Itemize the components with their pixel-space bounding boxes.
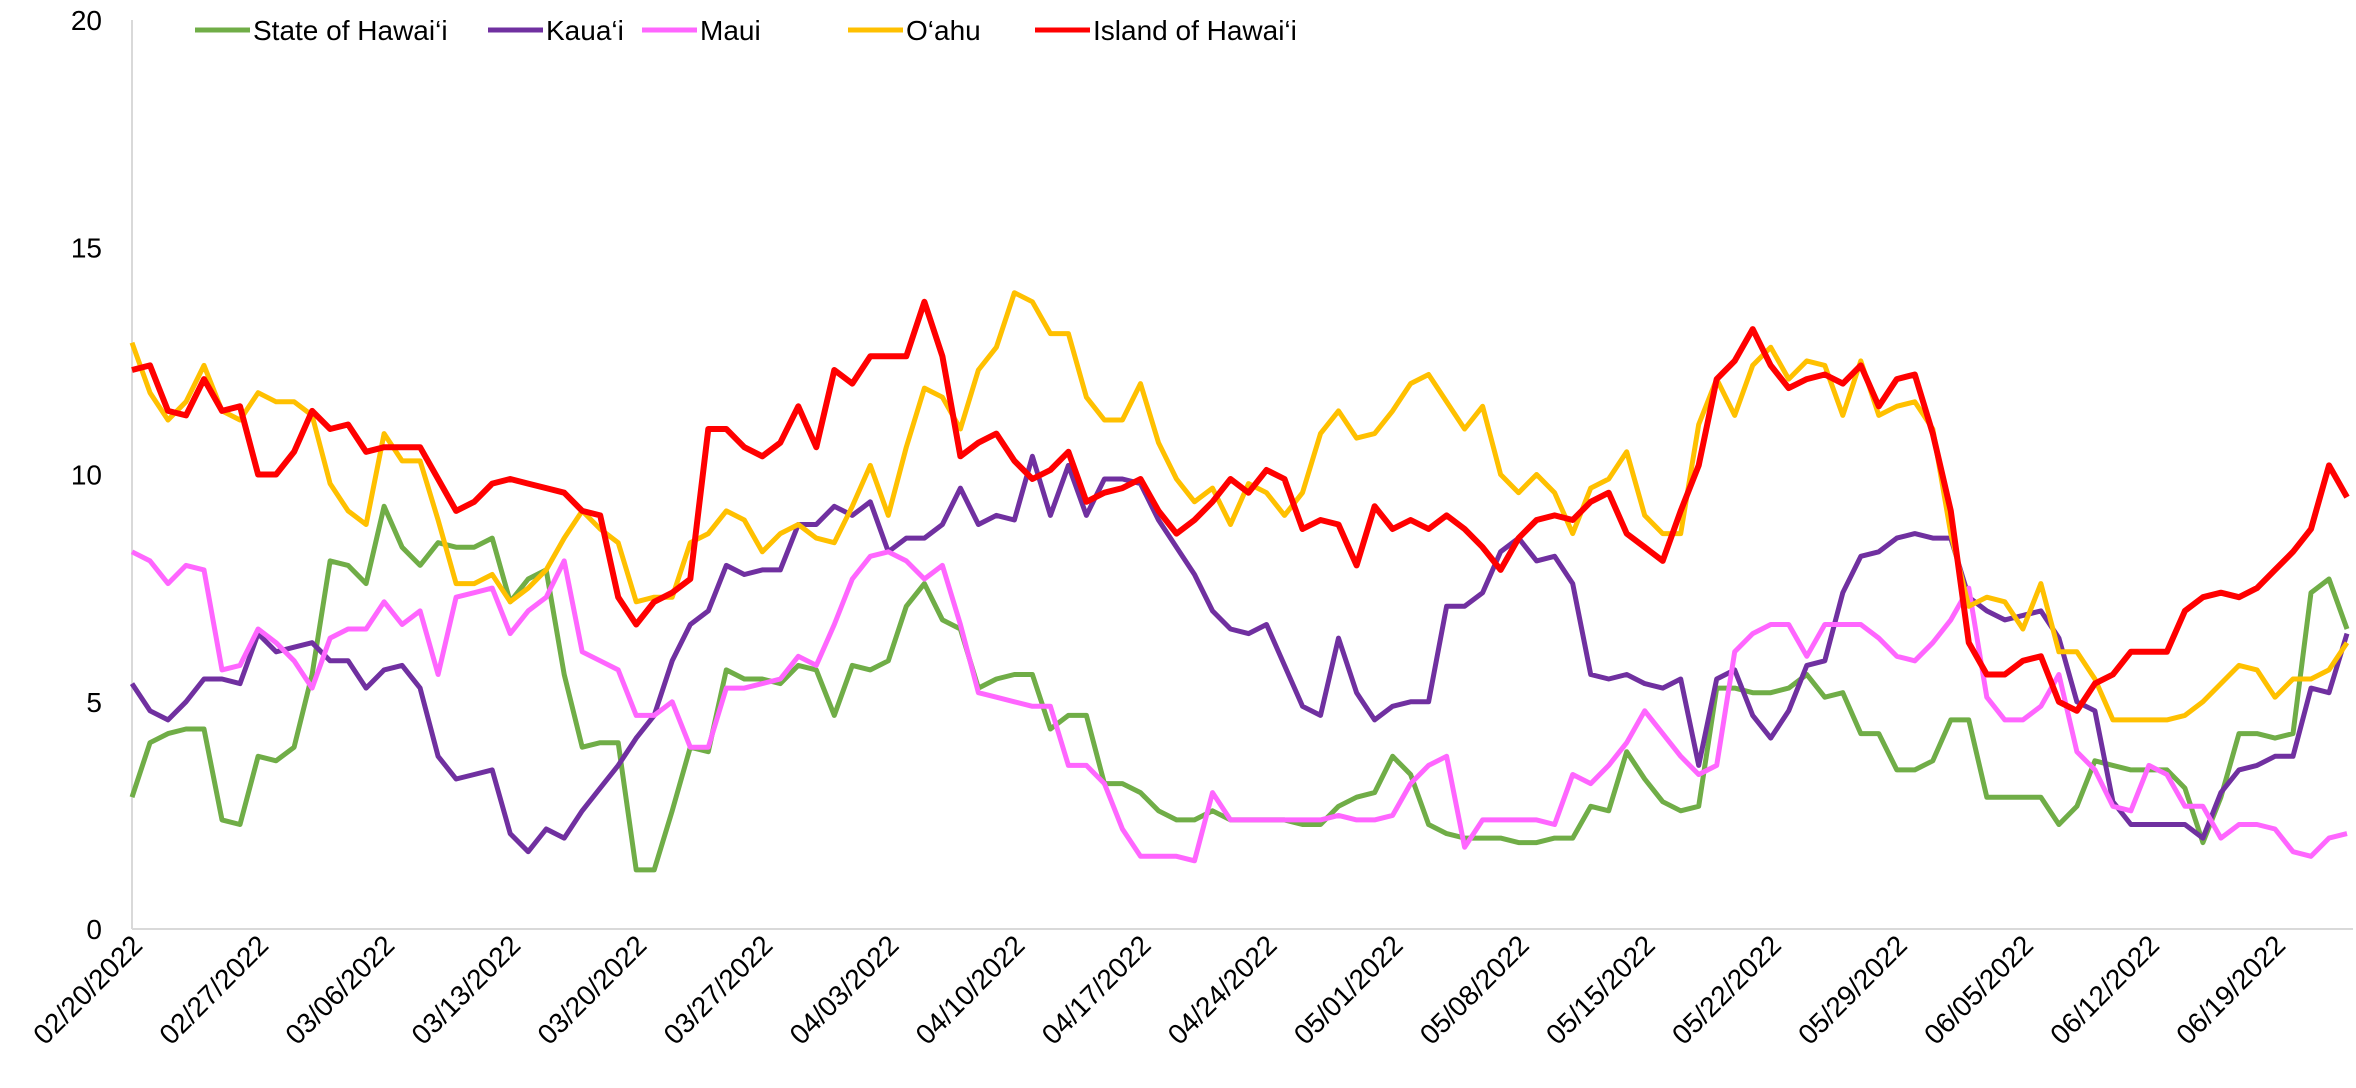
x-tick-label: 04/24/2022 bbox=[1162, 929, 1283, 1050]
series-line bbox=[129, 290, 2350, 723]
series-line bbox=[131, 298, 2350, 714]
x-tick-label: 02/20/2022 bbox=[27, 929, 148, 1050]
x-tick-label: 04/10/2022 bbox=[910, 929, 1031, 1050]
legend-label: Kaua‘i bbox=[546, 15, 624, 46]
x-tick-label: 02/27/2022 bbox=[153, 929, 274, 1050]
x-tick-label: 04/17/2022 bbox=[1036, 929, 1157, 1050]
legend-label: State of Hawai‘i bbox=[253, 15, 448, 46]
x-tick-label: 06/05/2022 bbox=[1918, 929, 2039, 1050]
y-tick-label: 20 bbox=[71, 5, 102, 36]
x-tick-label: 05/08/2022 bbox=[1414, 929, 1535, 1050]
x-tick-label: 03/06/2022 bbox=[279, 929, 400, 1050]
y-tick-label: 0 bbox=[86, 914, 102, 945]
series-line bbox=[129, 453, 2350, 855]
x-tick-label: 05/22/2022 bbox=[1666, 929, 1787, 1050]
y-tick-label: 15 bbox=[71, 232, 102, 263]
legend-label: O‘ahu bbox=[906, 15, 981, 46]
series-line bbox=[129, 503, 2350, 873]
legend-label: Island of Hawai‘i bbox=[1093, 15, 1297, 46]
x-tick-label: 03/20/2022 bbox=[531, 929, 652, 1050]
x-tick-label: 06/19/2022 bbox=[2170, 929, 2291, 1050]
x-tick-label: 03/13/2022 bbox=[405, 929, 526, 1050]
legend-label: Maui bbox=[700, 15, 761, 46]
x-tick-label: 05/15/2022 bbox=[1540, 929, 1661, 1050]
y-tick-label: 10 bbox=[71, 460, 102, 491]
x-tick-label: 04/03/2022 bbox=[784, 929, 905, 1050]
x-tick-label: 06/12/2022 bbox=[2044, 929, 2165, 1050]
x-tick-label: 05/29/2022 bbox=[1792, 929, 1913, 1050]
y-tick-label: 5 bbox=[86, 687, 102, 718]
x-tick-label: 05/01/2022 bbox=[1288, 929, 1409, 1050]
series-line bbox=[130, 549, 2348, 864]
x-tick-label: 03/27/2022 bbox=[658, 929, 779, 1050]
